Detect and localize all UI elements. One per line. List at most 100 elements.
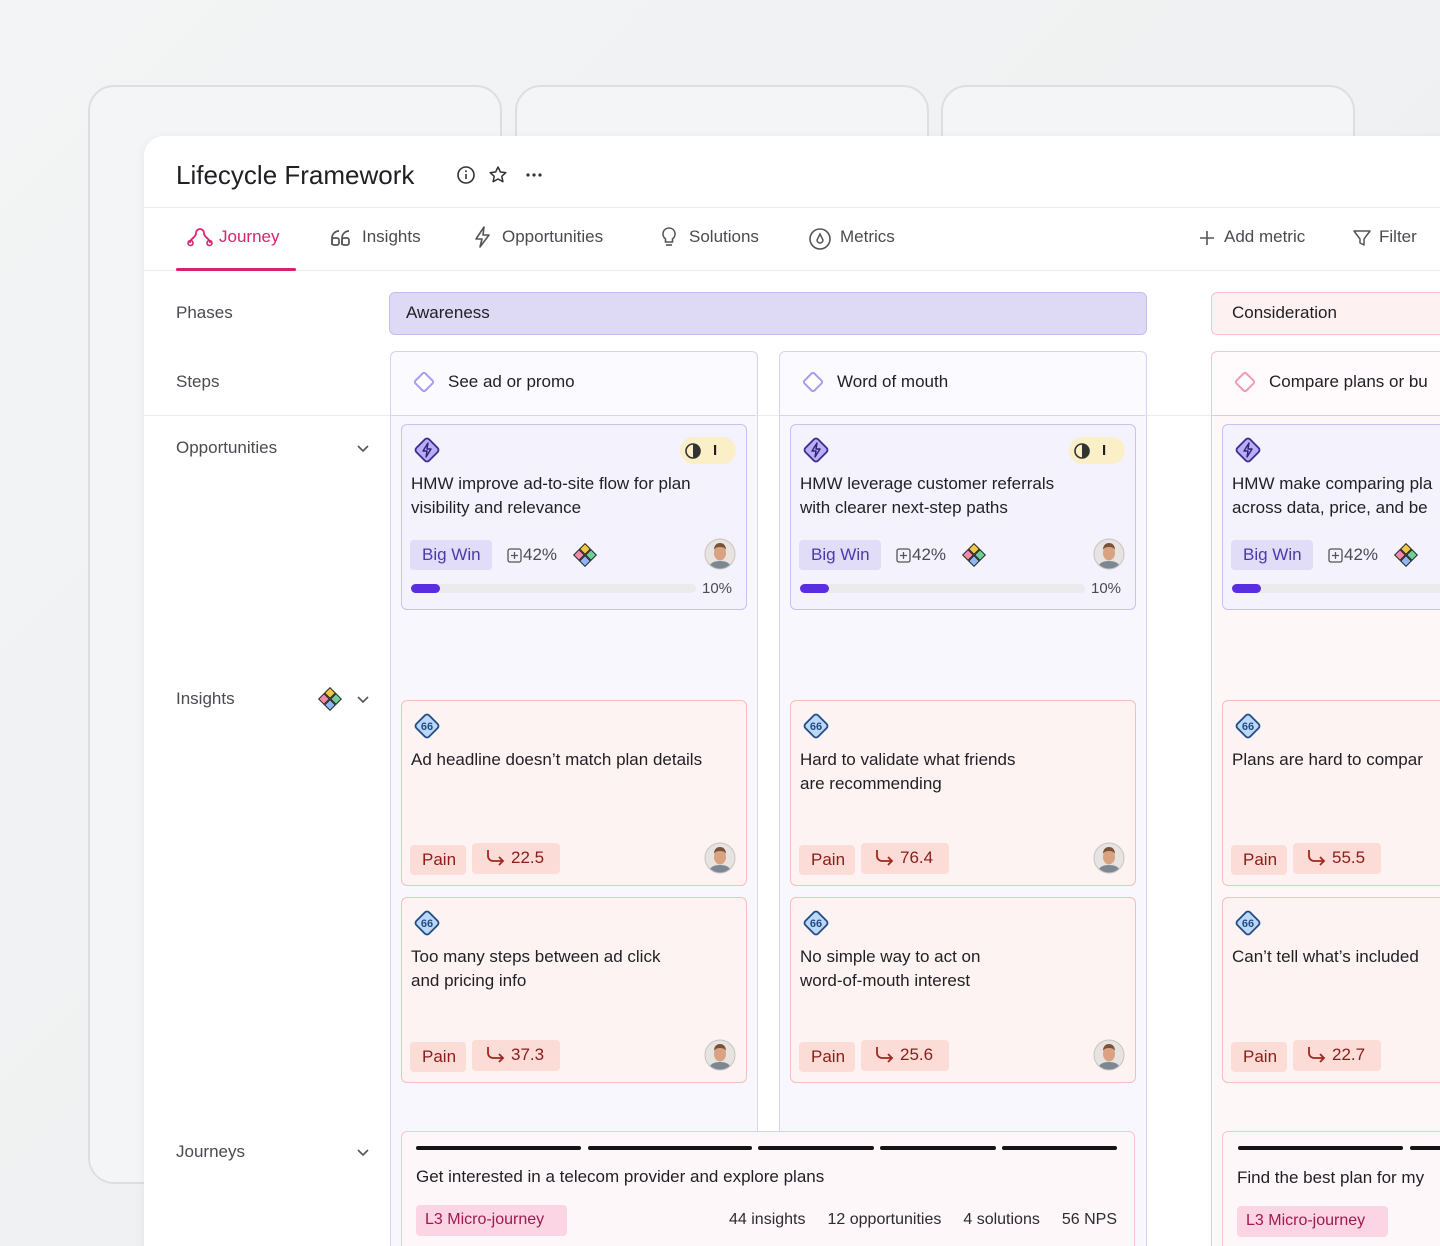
add-icon[interactable] [1198,229,1216,247]
icon-part [803,910,829,936]
favorite-icon[interactable] [488,165,508,185]
icon-part [357,696,369,704]
tab[interactable]: Metrics [840,227,895,246]
icon-part [1093,842,1125,874]
score-value: 76.4 [900,848,934,867]
icon-part [1308,850,1326,866]
score-value: 25.6 [900,1045,934,1064]
progress-label: 10% [702,580,733,597]
icon-part [1394,548,1406,562]
confidence-badge [680,437,736,464]
collapse-chevron[interactable] [355,440,371,456]
opportunity-card[interactable] [1222,424,1440,610]
icon-part [1353,230,1371,246]
action[interactable]: Add metric [1224,227,1306,246]
impact-tag [410,540,492,570]
icon-part [532,173,536,177]
icon-part [487,850,505,866]
sentiment-tag [1231,845,1287,875]
tab[interactable]: Journey [219,227,280,246]
progress-fill [800,584,829,593]
journey-stage-segment [416,1146,581,1150]
journey-stat: 4 solutions [963,1211,1040,1228]
journey-level-tag [1237,1206,1388,1237]
icon-part [357,445,369,453]
icon-part [1093,1039,1125,1071]
step-label: See ad or promo [448,372,575,391]
tab-icon[interactable] [329,225,355,251]
tab[interactable]: Insights [362,227,421,246]
icon-part [704,1039,736,1071]
step-header [391,352,756,416]
icon-part [1234,371,1256,393]
icon-part [1235,713,1261,739]
action[interactable]: Filter [1379,227,1417,246]
progress-track [411,584,696,593]
opportunity-title: HMW make comparing pla [1232,474,1433,493]
tab-icon[interactable] [471,225,497,251]
journey-stage-segment [1238,1146,1403,1150]
icon-part [475,226,490,248]
icon-part [876,1047,894,1063]
tab-icon[interactable] [657,225,683,251]
collapse-chevron[interactable] [355,691,371,707]
icon-part [809,228,831,250]
icon-part [714,849,726,865]
opportunity-title: with clearer next-step paths [800,498,1008,517]
filter-icon[interactable] [1352,228,1372,248]
icon-part [802,371,824,393]
icon-part [414,437,440,463]
active-tab-underline [176,268,296,271]
tab-icon[interactable] [187,225,213,251]
more-icon[interactable] [524,165,544,185]
sentiment-tag-label: Pain [1243,1047,1278,1066]
opportunity-icon [410,433,444,467]
row-label: Opportunities [176,438,278,457]
icon-part [714,1044,726,1051]
icon-part [1308,850,1326,866]
icon-part [1327,547,1343,563]
icon-part [704,842,736,874]
phase-label: Consideration [1232,303,1337,322]
icon-part [487,1047,505,1063]
icon-part [357,696,369,704]
insight-text: Can’t tell what’s included [1232,947,1419,966]
icon-part [1200,231,1214,245]
info-icon[interactable] [456,165,476,185]
icon-part [1243,442,1253,458]
icon-part [578,555,592,567]
icon-part [816,232,824,244]
collapse-chevron[interactable] [355,1144,371,1160]
icon-part [357,1149,369,1157]
sentiment-tag-label: Pain [811,850,846,869]
icon-part [1093,1039,1125,1071]
impact-tag [1231,540,1313,570]
icon-part [331,230,350,246]
score-value: 22.7 [1332,1045,1366,1064]
icon-part [187,239,194,247]
journey-title: Find the best plan for my [1237,1168,1425,1187]
icon-part: 66 [421,918,433,930]
journey-stat: 12 opportunities [827,1211,942,1228]
impact-tag-label: Big Win [422,545,481,564]
icon-part [487,850,505,866]
icon-part [1093,538,1125,570]
sentiment-tag [799,845,855,875]
icon-part [1094,539,1124,569]
icon-part [1074,443,1090,459]
insight-icon: 66 [410,906,444,940]
icon-part [685,443,701,459]
insight-text: Hard to validate what friends [800,750,1016,769]
icon-part [811,442,821,458]
icon-part [489,166,507,183]
score-tag [472,1040,560,1071]
score-tag [1293,843,1381,874]
tab[interactable]: Opportunities [502,227,604,246]
score-tag [472,843,560,874]
tab[interactable]: Solutions [689,227,759,246]
icon-part [331,237,340,246]
icon-part [1353,230,1371,246]
tab-icon[interactable] [807,225,833,251]
insight-text: Too many steps between ad click [411,947,661,966]
